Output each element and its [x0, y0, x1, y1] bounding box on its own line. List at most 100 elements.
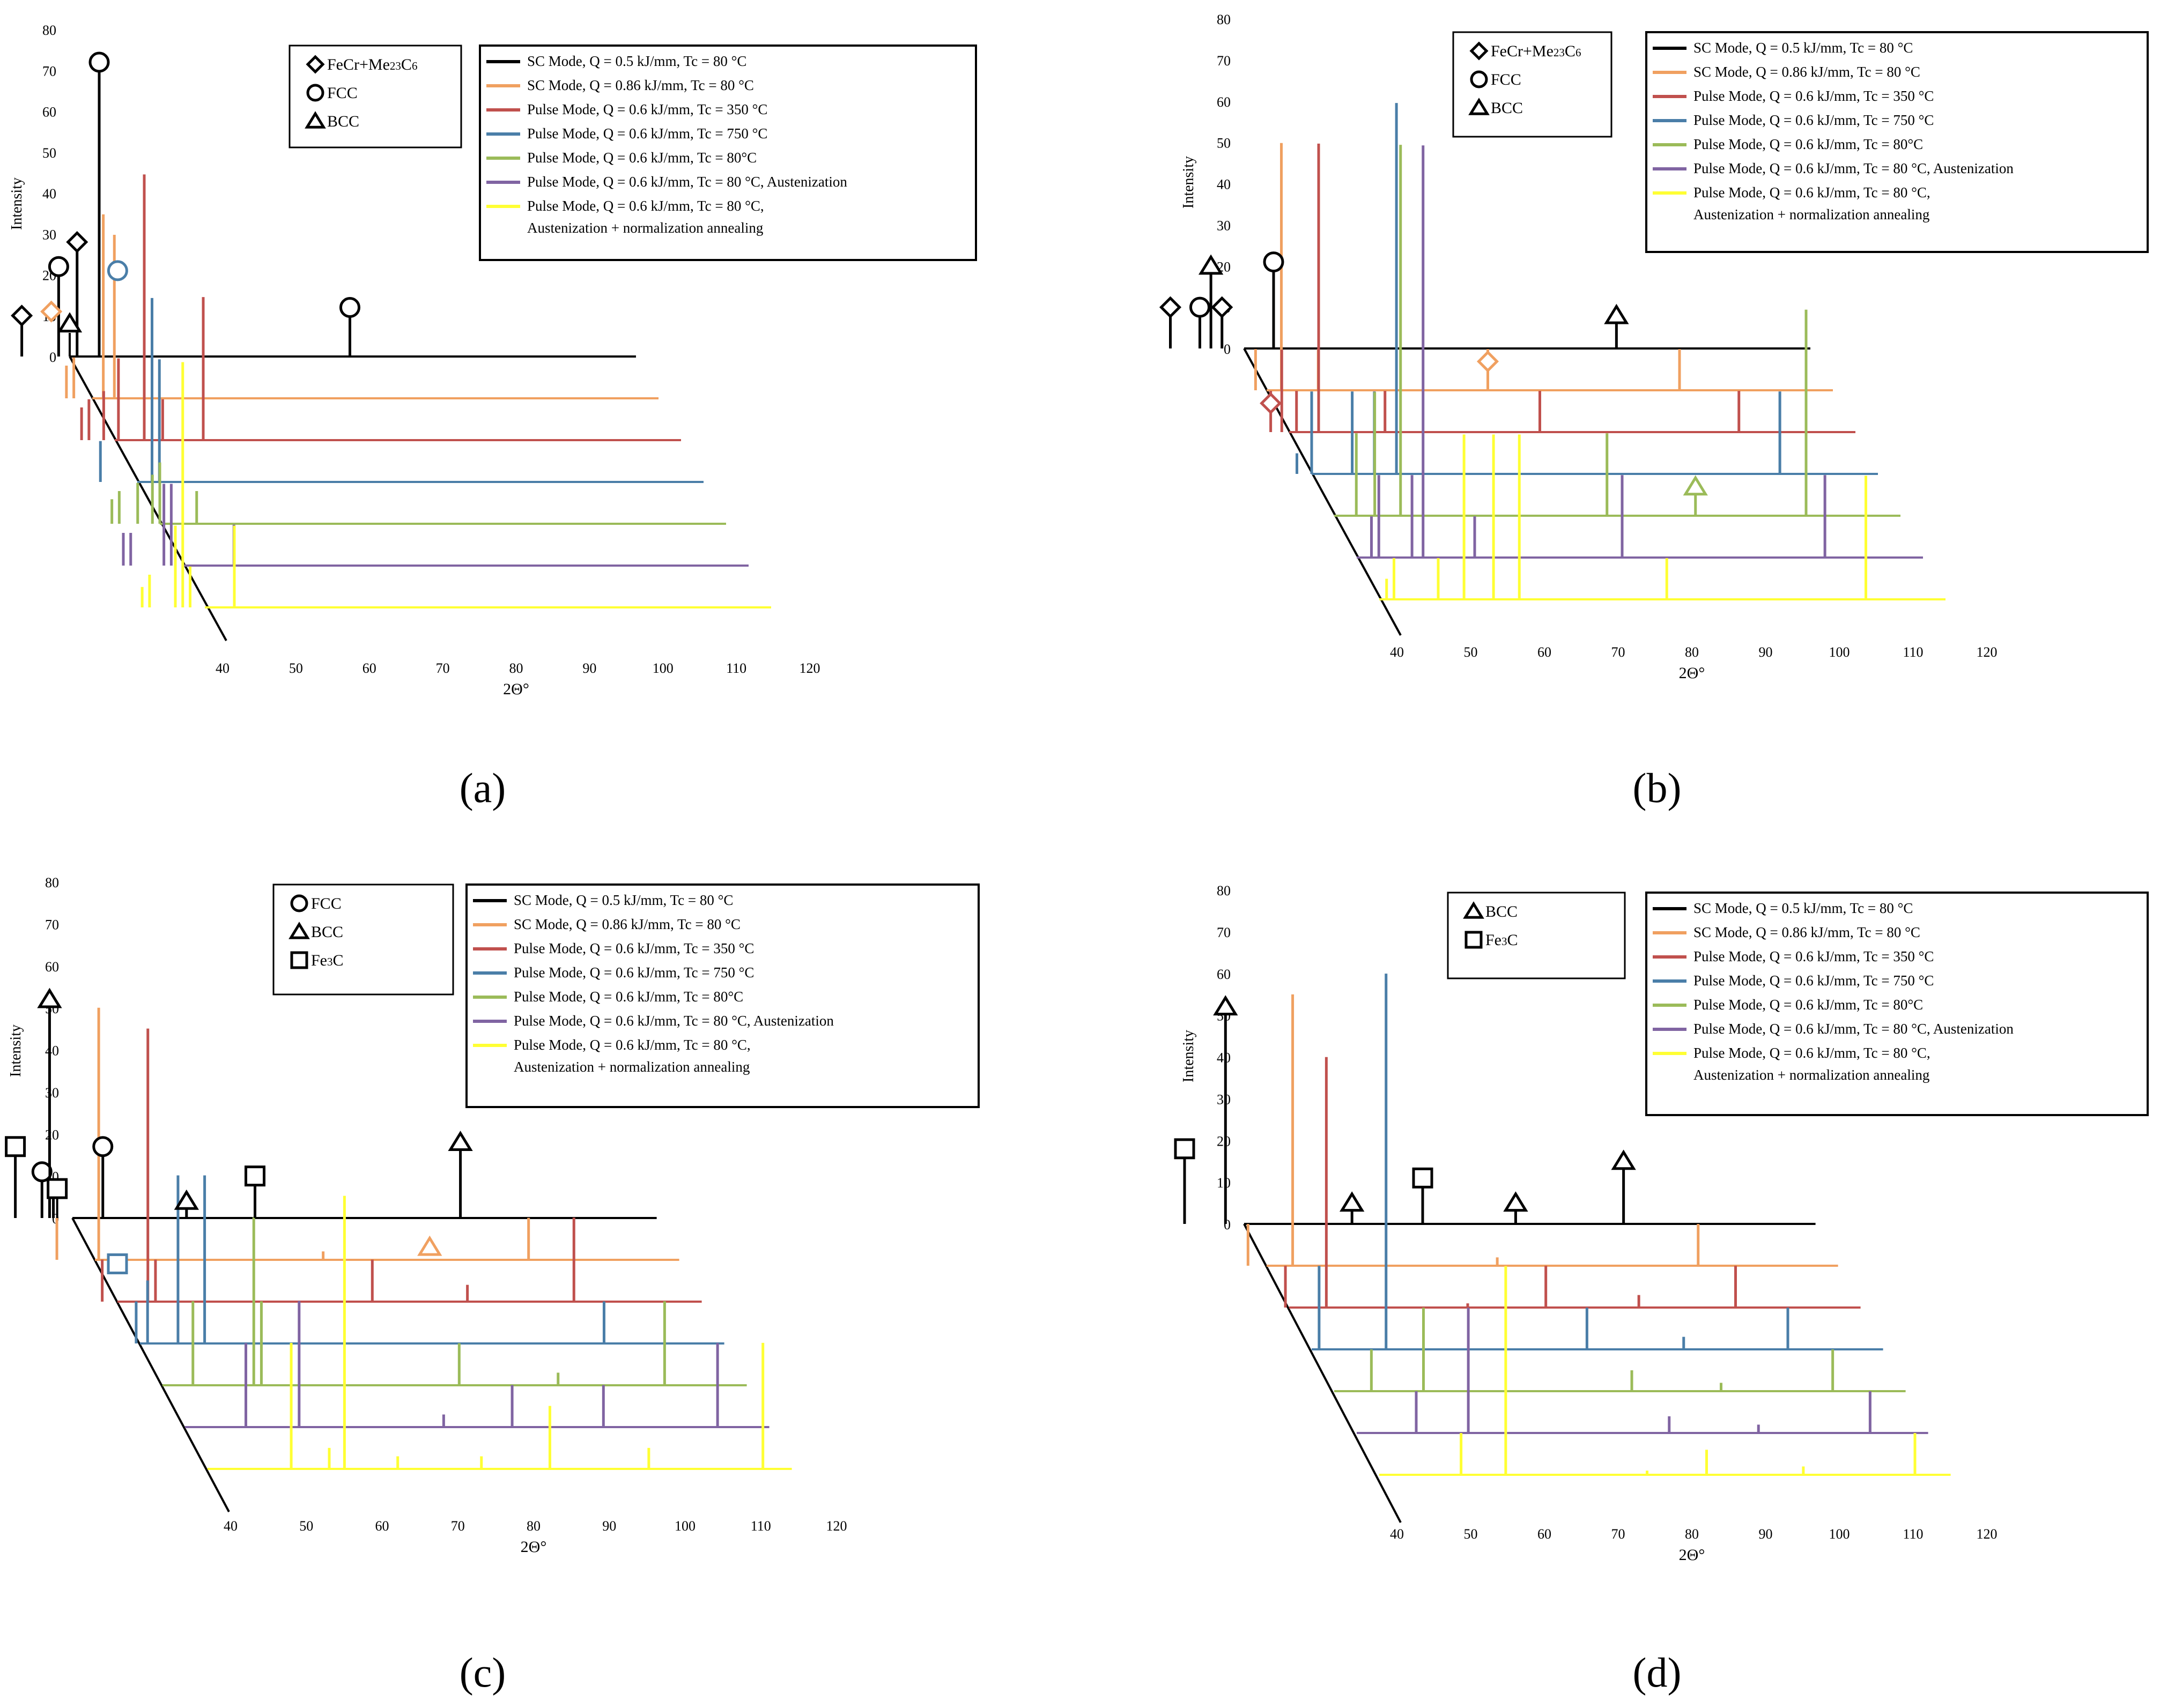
phase-marker-circle — [31, 1161, 53, 1183]
legend-label: SC Mode, Q = 0.5 kJ/mm, Tc = 80 °C — [1693, 900, 1913, 916]
phase-legend-label: BCC — [327, 113, 359, 130]
x-tick-label: 70 — [451, 1518, 465, 1534]
x-tick-label: 100 — [1829, 1526, 1850, 1542]
series-legend-box — [479, 44, 977, 261]
phase-marker-triangle — [1683, 475, 1708, 496]
x-tick-label: 50 — [1464, 644, 1478, 660]
x-tick-label: 110 — [751, 1518, 771, 1534]
x-tick-label: 110 — [1903, 1526, 1923, 1542]
phase-marker-circle — [92, 1136, 114, 1157]
phase-marker-circle — [48, 256, 69, 277]
legend-label: Pulse Mode, Q = 0.6 kJ/mm, Tc = 80 °C, A… — [514, 1013, 834, 1029]
phase-marker-circle — [88, 51, 110, 73]
legend-label: Pulse Mode, Q = 0.6 kJ/mm, Tc = 350 °C — [1693, 948, 1934, 964]
y-tick-label: 60 — [45, 959, 59, 975]
series-3 — [99, 298, 704, 483]
x-tick-label: 40 — [1390, 644, 1404, 660]
series-4 — [110, 462, 726, 525]
series-legend-box — [465, 883, 980, 1108]
y-tick-label: 60 — [1217, 967, 1231, 982]
legend-label: Pulse Mode, Q = 0.6 kJ/mm, Tc = 80 °C, A… — [1693, 1021, 2014, 1037]
y-axis-title: Intensity — [1180, 1030, 1197, 1082]
legend-label: SC Mode, Q = 0.86 kJ/mm, Tc = 80 °C — [1693, 64, 1920, 80]
y-tick-label: 20 — [45, 1127, 59, 1142]
legend-symbol-circle — [290, 894, 308, 912]
legend-label: Pulse Mode, Q = 0.6 kJ/mm, Tc = 80°C — [527, 150, 757, 166]
y-tick-label: 70 — [42, 63, 56, 79]
legend-label-line1: Pulse Mode, Q = 0.6 kJ/mm, Tc = 80 °C, — [1693, 1045, 1930, 1061]
series-5 — [122, 484, 749, 567]
legend-label: Pulse Mode, Q = 0.6 kJ/mm, Tc = 750 °C — [514, 964, 754, 981]
phase-marker-triangle — [1604, 303, 1629, 324]
x-axis-title: 2Θ° — [521, 1538, 547, 1556]
y-tick-label: 30 — [1217, 1091, 1231, 1107]
phase-legend-label: Fe3C — [1485, 931, 1518, 949]
legend-label: SC Mode, Q = 0.5 kJ/mm, Tc = 80 °C — [514, 892, 733, 908]
x-tick-label: 90 — [1759, 1526, 1773, 1542]
x-tick-label: 110 — [726, 660, 746, 676]
x-tick-label: 120 — [800, 660, 820, 676]
phase-marker-triangle — [1340, 1191, 1365, 1212]
phase-marker-triangle — [448, 1131, 473, 1152]
depth-axis-line — [1243, 348, 1402, 636]
y-tick-label: 70 — [45, 917, 59, 932]
series-legend-box — [1645, 892, 2149, 1116]
y-tick-label: 0 — [1224, 341, 1231, 357]
x-tick-label: 50 — [289, 660, 303, 676]
legend-symbol-triangle — [1468, 98, 1490, 115]
phase-marker-diamond — [11, 305, 33, 327]
legend-label: Pulse Mode, Q = 0.6 kJ/mm, Tc = 80°C — [1693, 136, 1923, 152]
series-2 — [80, 174, 681, 441]
x-tick-label: 80 — [509, 660, 523, 676]
panel-label-c: (c) — [459, 1649, 506, 1696]
x-axis-title: 2Θ° — [1679, 664, 1705, 682]
y-tick-label: 40 — [1217, 1050, 1231, 1066]
x-tick-label: 60 — [363, 660, 376, 676]
x-tick-label: 50 — [1464, 1526, 1478, 1542]
legend-label: SC Mode, Q = 0.86 kJ/mm, Tc = 80 °C — [514, 916, 741, 932]
y-tick-label: 30 — [42, 227, 56, 242]
legend-label: SC Mode, Q = 0.86 kJ/mm, Tc = 80 °C — [1693, 924, 1920, 940]
x-axis-title: 2Θ° — [503, 680, 529, 698]
x-tick-label: 60 — [1537, 1526, 1551, 1542]
x-tick-label: 90 — [1759, 644, 1773, 660]
legend-symbol-diamond — [1469, 41, 1489, 61]
depth-axis-line — [69, 356, 227, 641]
x-tick-label: 50 — [299, 1518, 313, 1534]
chart-panel-a: 01020304050607080Intensity40506070809010… — [9, 23, 977, 698]
x-tick-label: 70 — [1611, 1526, 1625, 1542]
series-4 — [162, 1217, 747, 1386]
series-6 — [1379, 434, 1946, 600]
series-6 — [208, 1195, 792, 1470]
legend-label: SC Mode, Q = 0.86 kJ/mm, Tc = 80 °C — [527, 77, 754, 93]
depth-axis-line — [71, 1217, 230, 1512]
phase-marker-triangle — [37, 987, 62, 1008]
x-tick-label: 40 — [1390, 1526, 1404, 1542]
y-tick-label: 80 — [45, 875, 59, 890]
x-tick-label: 70 — [436, 660, 450, 676]
y-axis-title: Intensity — [8, 1024, 24, 1077]
y-tick-label: 40 — [42, 186, 56, 202]
y-tick-label: 10 — [1217, 1175, 1231, 1191]
phase-legend-label: FCC — [311, 895, 342, 912]
depth-axis-line — [1243, 1223, 1402, 1523]
x-tick-label: 80 — [527, 1518, 541, 1534]
legend-symbol-triangle — [1463, 901, 1484, 919]
legend-label: SC Mode, Q = 0.5 kJ/mm, Tc = 80 °C — [1693, 40, 1913, 56]
phase-marker-diamond — [1211, 296, 1233, 318]
x-axis-title: 2Θ° — [1679, 1546, 1705, 1564]
phase-marker-square — [47, 1178, 68, 1199]
series-6 — [1379, 1266, 1951, 1476]
phase-legend-label: BCC — [1491, 99, 1523, 117]
phase-marker-square — [245, 1165, 265, 1187]
x-tick-label: 110 — [1903, 644, 1923, 660]
series-6 — [140, 362, 771, 608]
phase-legend-box — [272, 883, 454, 996]
x-tick-label: 90 — [582, 660, 596, 676]
series-4 — [1334, 145, 1900, 517]
series-0 — [1169, 266, 1810, 350]
x-tick-label: 120 — [826, 1518, 847, 1534]
chart-panel-b: 01020304050607080Intensity40506070809010… — [1159, 12, 2149, 682]
